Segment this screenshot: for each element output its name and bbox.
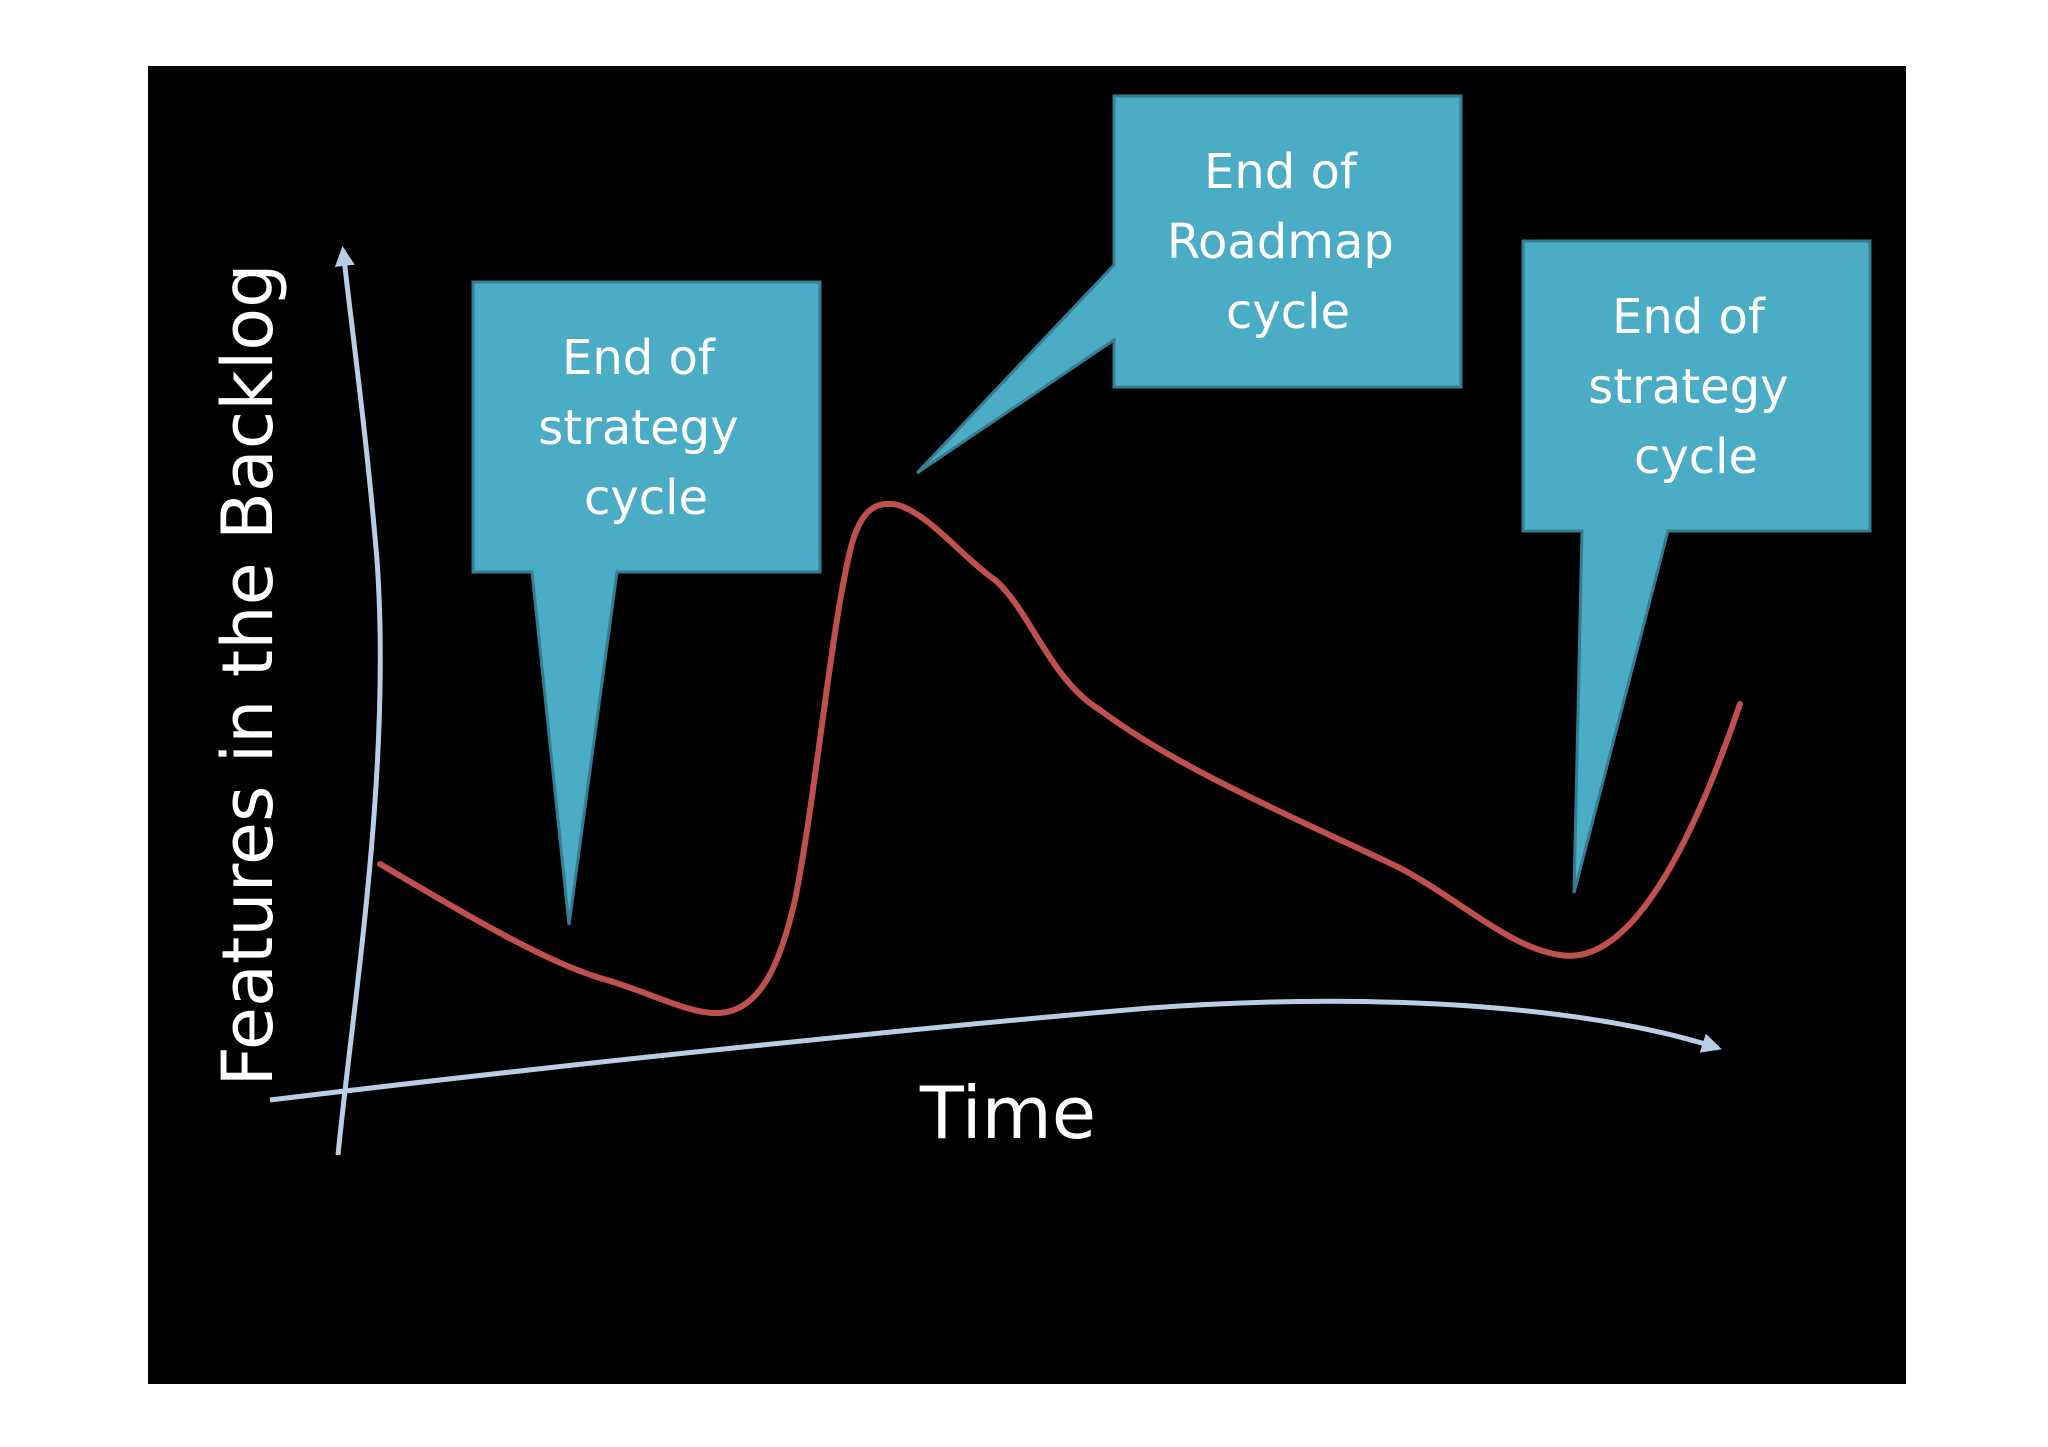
callout-roadmap-line-3: cycle xyxy=(1226,284,1350,340)
callout-strategy-left-text: End of strategy cycle xyxy=(538,330,753,526)
callout-roadmap-text: End of Roadmap cycle xyxy=(1167,144,1409,340)
callout-strategy-left-line-2: strategy xyxy=(538,400,738,456)
callout-strategy-left-line-3: cycle xyxy=(584,470,708,526)
callout-roadmap: End of Roadmap cycle xyxy=(915,94,1463,475)
backlog-curve xyxy=(377,500,1743,1017)
callout-strategy-left-shape xyxy=(471,280,822,926)
callout-strategy-right-text: End of strategy cycle xyxy=(1588,289,1803,485)
callout-strategy-right-shape xyxy=(1521,239,1872,894)
callout-roadmap-line-2: Roadmap xyxy=(1167,214,1394,270)
y-axis-line xyxy=(334,246,383,1156)
callout-strategy-right-line-1: End of xyxy=(1612,289,1766,345)
callout-strategy-left: End of strategy cycle xyxy=(471,280,822,926)
y-axis-title: Features in the Backlog xyxy=(207,263,289,1086)
callout-strategy-right-line-2: strategy xyxy=(1588,359,1788,415)
callout-roadmap-shape xyxy=(915,94,1463,475)
callout-strategy-right: End of strategy cycle xyxy=(1521,239,1872,894)
callout-strategy-left-line-1: End of xyxy=(562,330,716,386)
callout-roadmap-line-1: End of xyxy=(1204,144,1358,200)
callout-strategy-right-line-3: cycle xyxy=(1634,429,1758,485)
x-axis-title: Time xyxy=(919,1071,1096,1155)
x-axis-line xyxy=(269,998,1722,1103)
